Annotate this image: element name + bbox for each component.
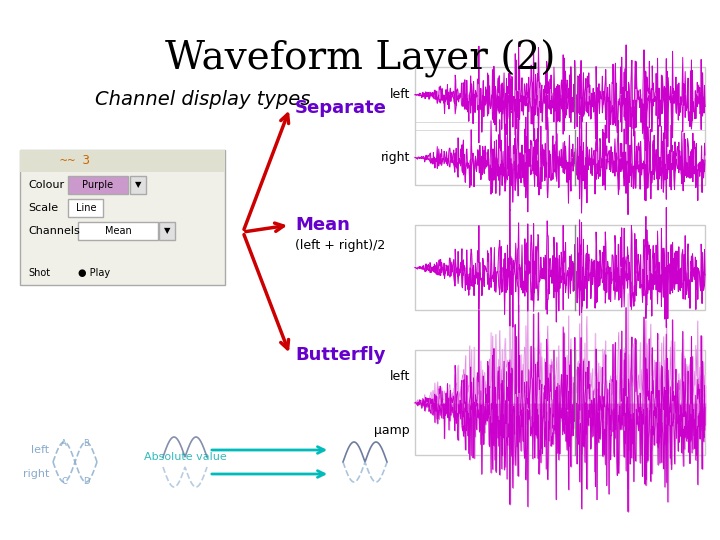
Text: Separate: Separate xyxy=(295,99,387,117)
Bar xyxy=(68,199,103,217)
Text: Absolute value: Absolute value xyxy=(143,452,226,462)
Text: ▼: ▼ xyxy=(135,180,141,190)
Text: Channels: Channels xyxy=(28,226,80,236)
Text: Waveform Layer (2): Waveform Layer (2) xyxy=(165,40,555,78)
Text: Channel display types: Channel display types xyxy=(95,90,310,109)
Text: μamp: μamp xyxy=(374,424,410,437)
Bar xyxy=(415,130,705,185)
Bar xyxy=(130,176,146,194)
Text: D: D xyxy=(83,476,89,485)
Bar xyxy=(159,222,175,240)
Text: Butterfly: Butterfly xyxy=(295,346,385,364)
Text: Line: Line xyxy=(76,203,96,213)
Bar xyxy=(415,225,705,310)
Bar xyxy=(415,67,705,122)
Text: B: B xyxy=(83,438,89,448)
Text: left: left xyxy=(31,445,49,455)
Bar xyxy=(415,225,705,310)
Text: left: left xyxy=(390,88,410,101)
Text: Mean: Mean xyxy=(295,216,350,234)
Text: Shot: Shot xyxy=(28,268,50,278)
Text: Mean: Mean xyxy=(104,226,131,236)
Text: A: A xyxy=(61,438,67,448)
Bar xyxy=(415,350,705,455)
Text: Purple: Purple xyxy=(82,180,114,190)
Bar xyxy=(78,222,158,240)
Text: Colour: Colour xyxy=(28,180,64,190)
Bar xyxy=(20,150,225,172)
Text: right: right xyxy=(381,151,410,164)
Text: ▼: ▼ xyxy=(163,226,170,235)
Bar xyxy=(20,150,225,285)
Text: ● Play: ● Play xyxy=(78,268,110,278)
Text: Scale: Scale xyxy=(28,203,58,213)
Bar xyxy=(68,176,128,194)
Text: left: left xyxy=(390,370,410,383)
Text: C: C xyxy=(61,476,67,485)
Bar xyxy=(415,67,705,185)
Text: ~~ 3: ~~ 3 xyxy=(60,154,90,167)
Text: (left + right)/2: (left + right)/2 xyxy=(295,239,385,252)
Text: right: right xyxy=(22,469,49,479)
